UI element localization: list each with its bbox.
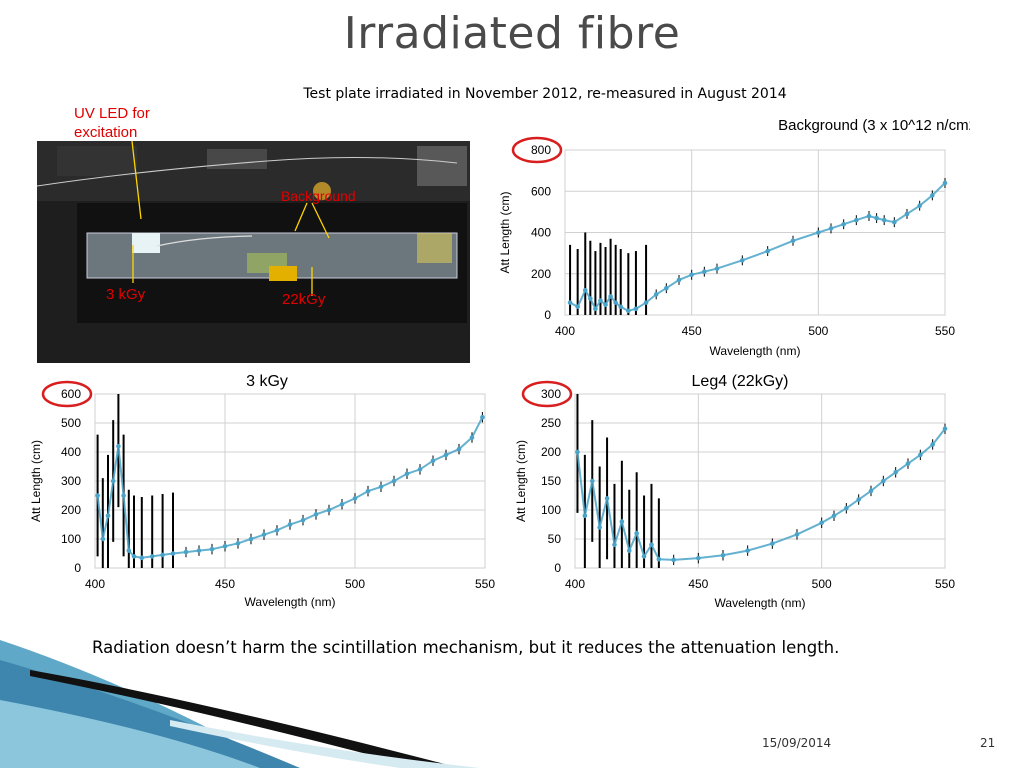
highlight-circle	[41, 380, 93, 408]
y-tick-label: 200	[61, 503, 81, 517]
y-axis-label: Att Length (cm)	[29, 440, 43, 522]
x-axis-label: Wavelength (nm)	[245, 595, 336, 609]
y-tick-label: 150	[541, 474, 561, 488]
highlight-circle	[511, 136, 563, 164]
y-tick-label: 200	[531, 267, 551, 281]
x-tick-label: 500	[808, 324, 828, 338]
x-tick-label: 500	[345, 577, 365, 591]
y-tick-label: 250	[541, 416, 561, 430]
x-axis-label: Wavelength (nm)	[715, 596, 806, 610]
y-tick-label: 0	[544, 308, 551, 322]
x-tick-label: 450	[682, 324, 702, 338]
x-tick-label: 450	[688, 577, 708, 591]
slide-number: 21	[980, 736, 996, 750]
y-tick-label: 300	[541, 387, 561, 401]
y-tick-label: 0	[74, 561, 81, 575]
y-tick-label: 600	[61, 387, 81, 401]
y-tick-label: 300	[61, 474, 81, 488]
y-tick-label: 200	[541, 445, 561, 459]
x-tick-label: 550	[475, 577, 495, 591]
slide-subtitle: Test plate irradiated in November 2012, …	[303, 86, 787, 102]
background-label: Background	[281, 188, 356, 204]
x-tick-label: 550	[935, 577, 955, 591]
highlight-circle	[521, 380, 573, 408]
22kgy-photo-label: 22kGy	[282, 291, 326, 308]
22kgy-chart: 0 50 100 150 200 250 300 400 450 500 550 Leg4 (22kG…	[514, 373, 955, 610]
3kgy-chart: 0 100 200 300 400 500 600 400 450 500 550 3 kGy Wave…	[29, 373, 495, 609]
x-tick-label: 500	[812, 577, 832, 591]
test-plate-photo	[37, 141, 470, 363]
3kgy-photo-label: 3 kGy	[106, 286, 146, 303]
chart-title: 3 kGy	[246, 373, 288, 390]
decorative-swoosh	[0, 640, 480, 768]
uv-led-label: UV LED for excitation	[74, 105, 150, 141]
conclusion-text: Radiation doesn’t harm the scintillation…	[92, 638, 840, 657]
slide-title: Irradiated fibre	[343, 8, 681, 59]
y-tick-label: 400	[531, 226, 551, 240]
background-chart: 0 200 400 600 800 400 450 500 550 Background (3 x…	[498, 117, 970, 358]
chart-title: Leg4 (22kGy)	[692, 373, 789, 390]
series-line	[96, 416, 484, 559]
y-tick-label: 50	[548, 532, 562, 546]
x-tick-label: 400	[85, 577, 105, 591]
x-tick-label: 400	[565, 577, 585, 591]
y-tick-label: 500	[61, 416, 81, 430]
y-tick-label: 100	[541, 503, 561, 517]
y-tick-label: 800	[531, 143, 551, 157]
x-axis-label: Wavelength (nm)	[710, 344, 801, 358]
data-point	[95, 493, 100, 498]
y-tick-label: 400	[61, 445, 81, 459]
y-tick-label: 100	[61, 532, 81, 546]
y-tick-label: 600	[531, 184, 551, 198]
x-tick-label: 450	[215, 577, 235, 591]
x-tick-label: 550	[935, 324, 955, 338]
y-axis-label: Att Length (cm)	[498, 191, 512, 273]
y-axis-label: Att Length (cm)	[514, 440, 528, 522]
slide-date: 15/09/2014	[762, 736, 832, 750]
y-tick-label: 0	[554, 561, 561, 575]
series-line	[569, 182, 946, 312]
chart-title: Background (3 x 10^12 n/cm2)	[778, 117, 970, 134]
x-tick-label: 400	[555, 324, 575, 338]
series-line	[576, 428, 946, 561]
